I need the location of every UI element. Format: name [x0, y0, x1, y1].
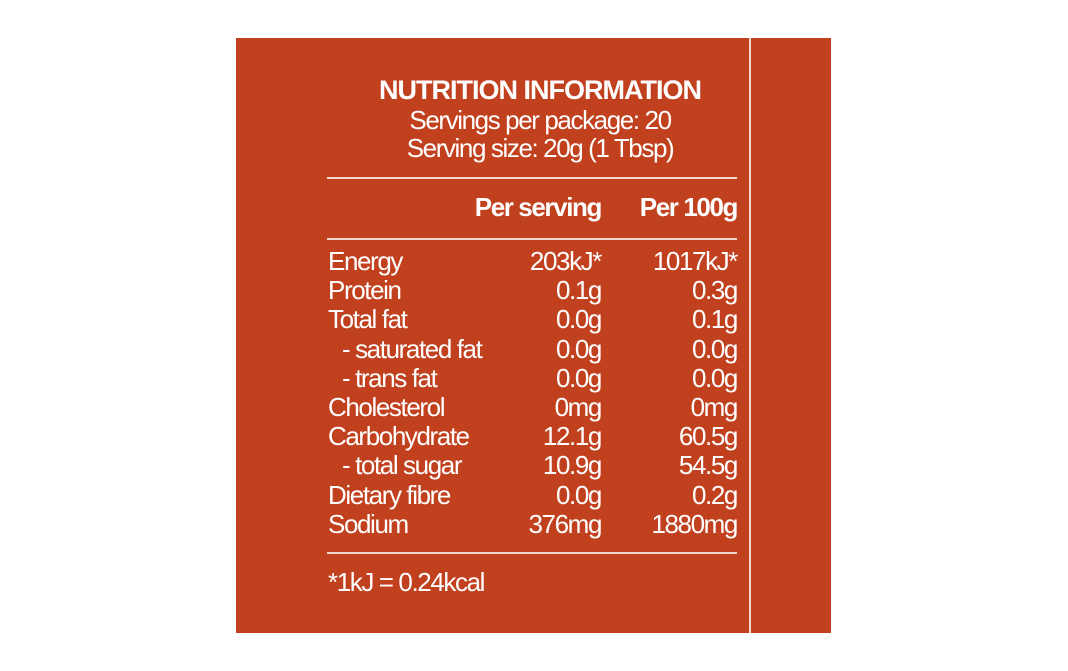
per-serving-value: 10.9g: [542, 450, 602, 481]
nutrient-label: Cholesterol: [328, 392, 446, 422]
rule: [327, 552, 737, 554]
rule: [327, 238, 737, 240]
per-100g-value: 0mg: [690, 392, 739, 422]
column-header: Per serving: [474, 192, 603, 222]
per-serving-value: 12.1g: [542, 421, 602, 452]
per-serving-value: 0.0g: [555, 362, 602, 393]
per-serving-value: 0.0g: [555, 333, 602, 364]
servings: Servings per package: 20: [409, 105, 672, 135]
serving-size: Serving size: 20g (1 Tbsp): [406, 133, 675, 163]
per-100g-value: 54.5g: [678, 450, 738, 481]
title: NUTRITION INFORMATION: [379, 75, 702, 105]
per-100g-value: 1880mg: [651, 508, 738, 539]
nutrient-label: Sodium: [328, 508, 409, 539]
per-100g-value: 1017kJ*: [652, 246, 739, 276]
nutrient-label: Protein: [328, 275, 402, 306]
column-header: Per 100g: [639, 192, 739, 222]
per-serving-value: 0mg: [554, 392, 603, 422]
per-100g-value: 0.0g: [691, 362, 738, 393]
per-100g-value: 0.0g: [691, 333, 738, 364]
nutrient-label: Dietary fibre: [328, 479, 451, 510]
rule: [327, 177, 737, 179]
per-serving-value: 203kJ*: [529, 246, 603, 276]
nutrient-label: Total fat: [328, 304, 408, 335]
per-serving-value: 376mg: [528, 508, 603, 539]
nutrition-panel: NUTRITION INFORMATION Servings per packa…: [236, 38, 831, 633]
per-100g-value: 0.1g: [691, 304, 738, 335]
nutrient-label: - trans fat: [342, 362, 438, 393]
nutrient-label: - saturated fat: [342, 333, 483, 364]
divider: [749, 38, 751, 633]
nutrient-label: Energy: [328, 246, 403, 276]
nutrient-label: - total sugar: [342, 450, 462, 481]
per-serving-value: 0.0g: [555, 304, 602, 335]
per-100g-value: 60.5g: [678, 421, 738, 452]
per-100g-value: 0.2g: [691, 479, 738, 510]
per-serving-value: 0.1g: [555, 275, 602, 306]
nutrient-label: Carbohydrate: [328, 421, 470, 452]
per-serving-value: 0.0g: [555, 479, 602, 510]
footnote: *1kJ = 0.24kcal: [328, 567, 485, 597]
per-100g-value: 0.3g: [691, 275, 738, 306]
